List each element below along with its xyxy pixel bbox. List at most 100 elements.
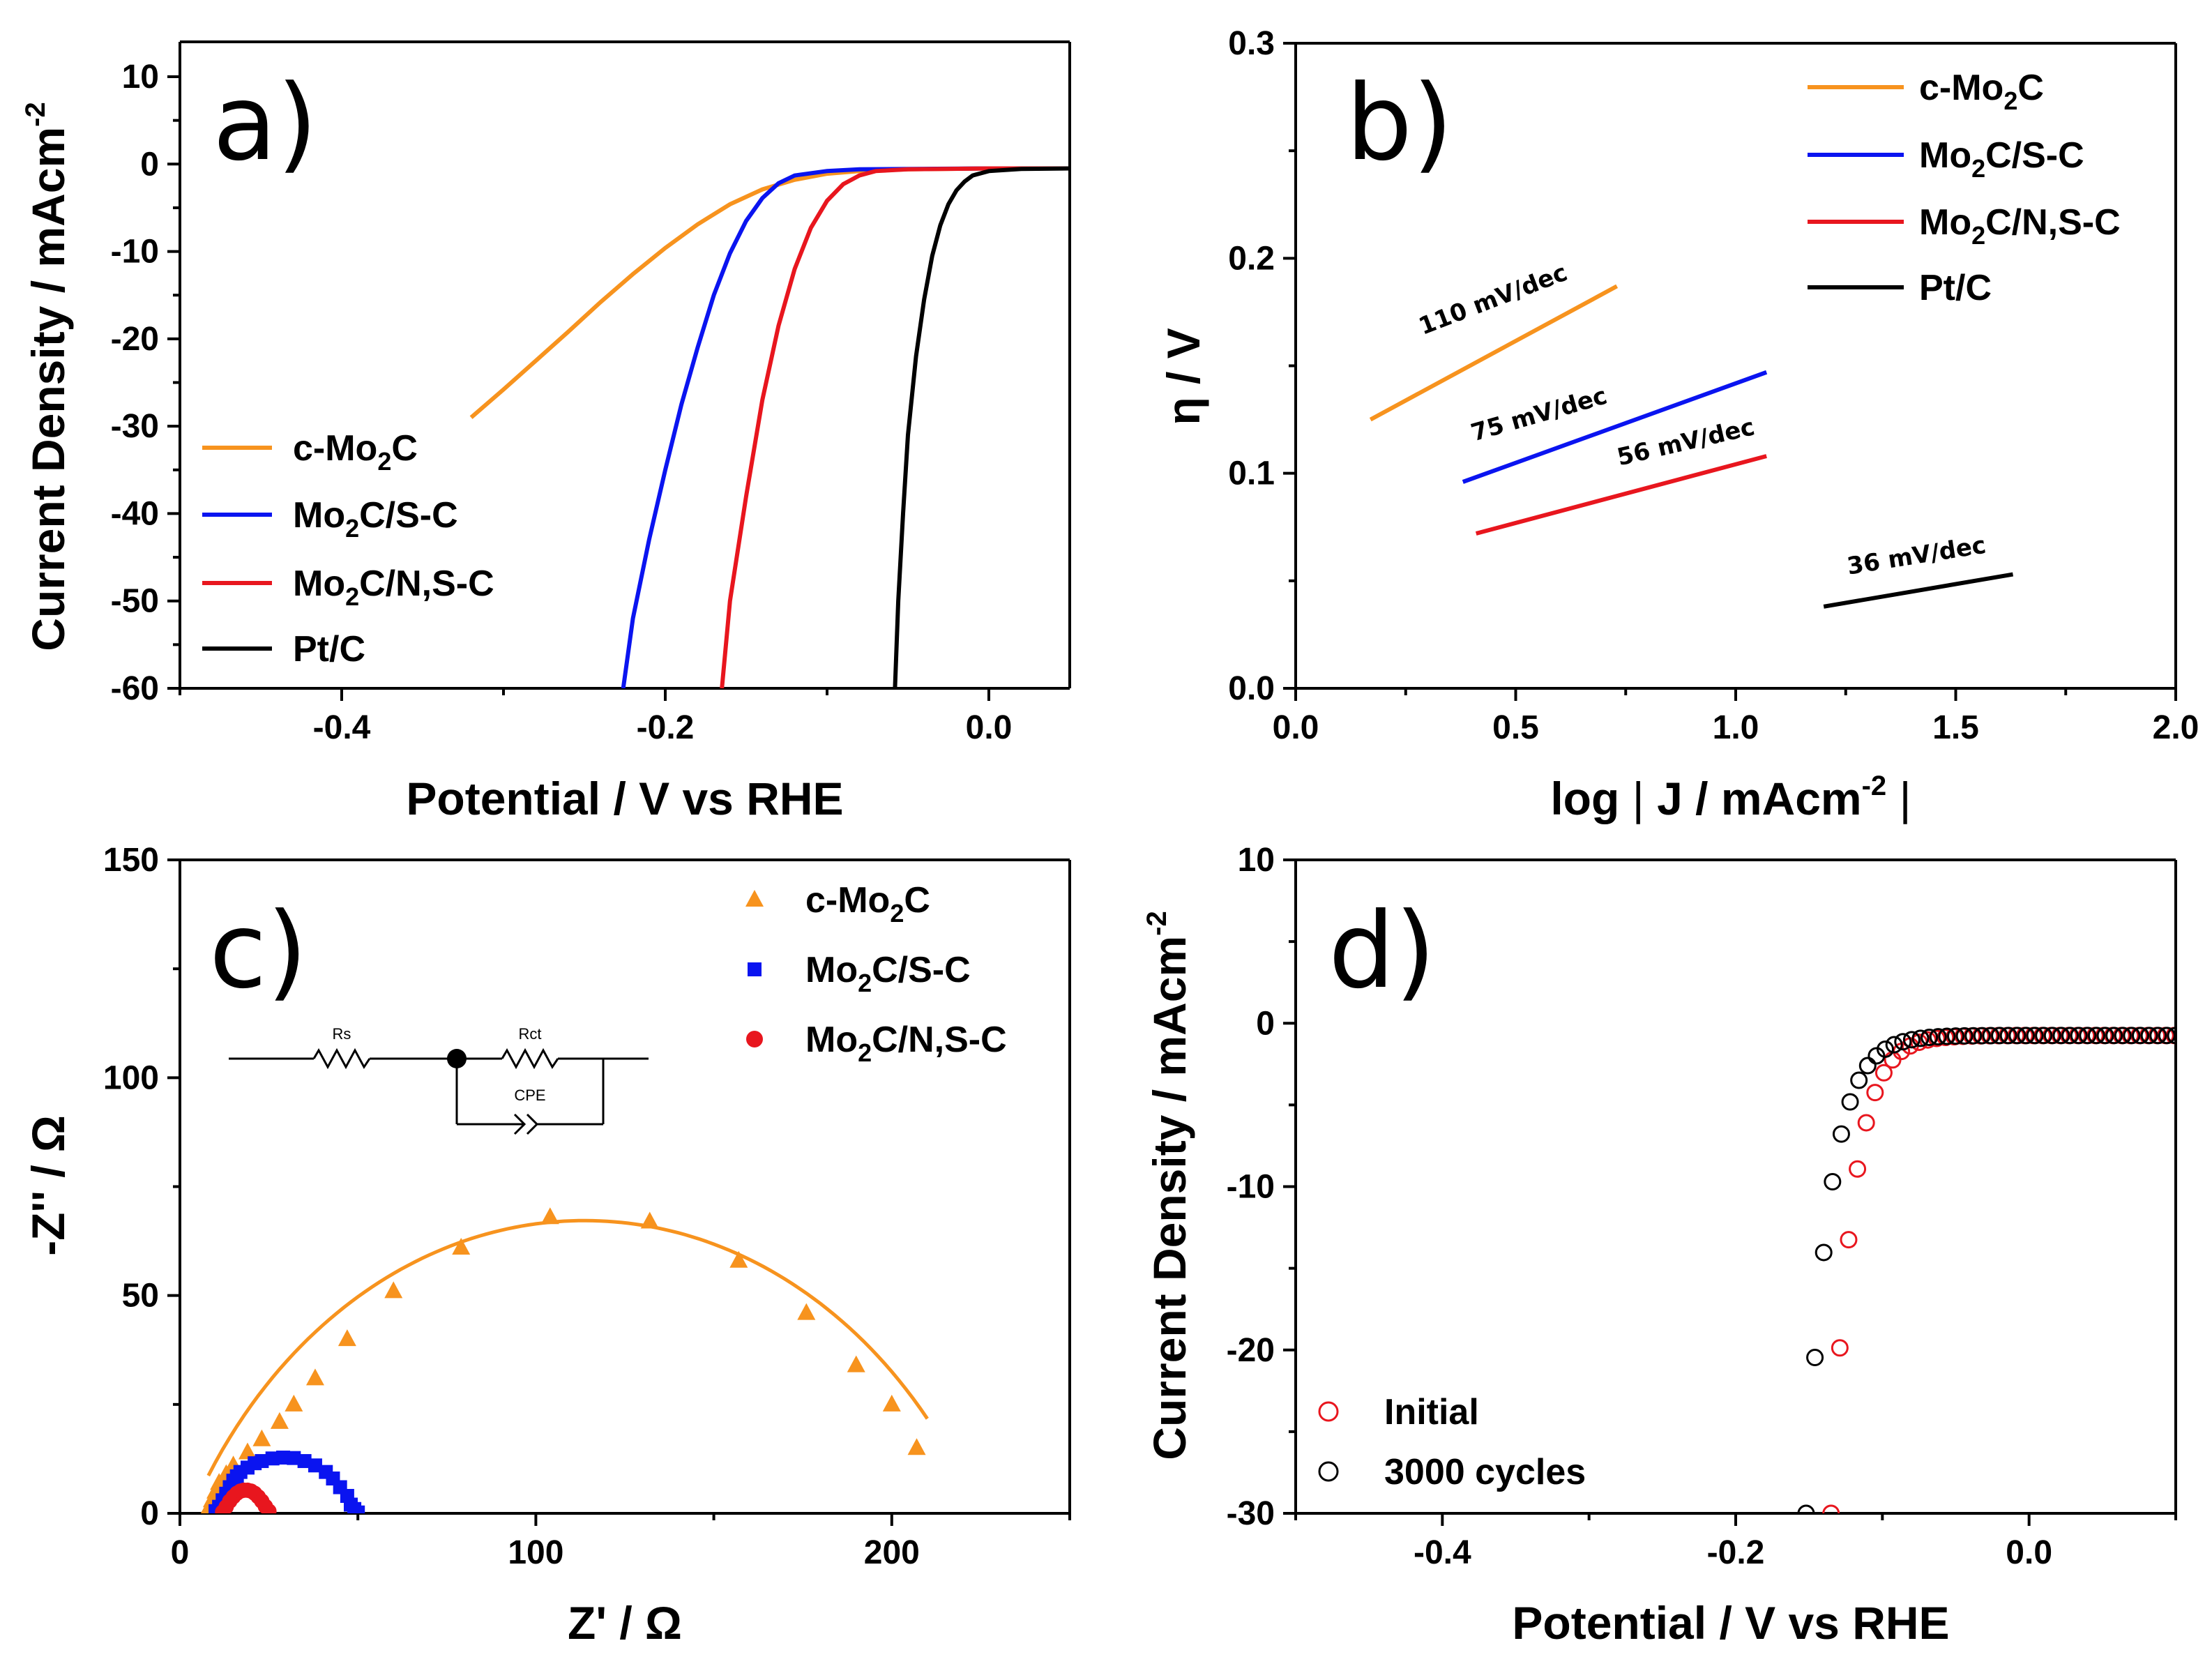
data-point	[351, 1505, 365, 1513]
y-tick-label: -20	[111, 321, 159, 358]
data-point	[2043, 1027, 2061, 1045]
data-point	[308, 1458, 322, 1473]
y-axis-label: Current Density / mAcm-2	[1142, 911, 1195, 1460]
legend-marker	[1318, 1401, 1339, 1422]
data-point	[2132, 1027, 2150, 1045]
x-tick-label: 1.5	[1932, 709, 1979, 746]
y-tick-label: 0	[140, 1495, 159, 1532]
data-point	[384, 1281, 403, 1299]
data-point	[1911, 1029, 1930, 1047]
x-axis-label: Potential / V vs RHE	[406, 773, 843, 824]
rct-label: Rct	[519, 1025, 542, 1043]
cpe-element	[526, 1113, 539, 1135]
data-point	[1885, 1036, 1903, 1054]
data-point	[1874, 1064, 1893, 1082]
data-point	[2140, 1027, 2158, 1045]
data-point	[1982, 1027, 2000, 1045]
data-point	[297, 1454, 312, 1469]
y-tick-label: 150	[103, 842, 159, 879]
slope-annotation: 110 mV/dec	[1415, 259, 1571, 341]
x-tick-label: 0.0	[966, 709, 1013, 746]
x-tick-label: 1.0	[1713, 709, 1759, 746]
rs-resistor	[312, 1047, 371, 1070]
x-tick-label: 200	[864, 1534, 920, 1571]
x-tick-label: 2.0	[2153, 709, 2199, 746]
data-point	[1964, 1027, 1983, 1045]
data-point	[452, 1237, 471, 1255]
y-axis-label: Current Density / mAcm-2	[20, 102, 74, 651]
legend-label: Initial	[1384, 1392, 1479, 1432]
x-tick-label: 0.0	[1273, 709, 1319, 746]
data-point	[2017, 1027, 2035, 1045]
y-tick-label: -30	[1227, 1495, 1275, 1532]
data-point	[1929, 1028, 1947, 1046]
data-point	[2061, 1027, 2080, 1045]
data-point	[1884, 1051, 1902, 1069]
series-line	[893, 166, 1070, 688]
data-point	[2096, 1027, 2114, 1045]
y-tick-label: -60	[111, 670, 159, 707]
slope-annotation: 36 mV/dec	[1845, 531, 1988, 581]
tafel-line	[1462, 370, 1768, 484]
tafel-line	[1475, 454, 1767, 536]
data-point	[847, 1355, 865, 1372]
rct-resistor	[501, 1047, 559, 1070]
y-tick-label: -10	[1227, 1169, 1275, 1206]
panel-a: -0.4 -0.2 0.0 10 0 -10 -20 -30 -40 -50 -60 a) c-Mo2C…	[20, 40, 1071, 824]
legend-marker	[748, 962, 762, 976]
data-point	[797, 1303, 816, 1320]
legend-label: c-Mo2C	[293, 428, 418, 476]
data-point	[287, 1451, 301, 1465]
x-tick-label: 0	[171, 1534, 190, 1571]
x-tick-label: -0.2	[1707, 1534, 1765, 1571]
data-point	[907, 1438, 926, 1455]
data-point	[285, 1394, 303, 1412]
data-point	[2114, 1027, 2132, 1045]
legend-marker	[1318, 1461, 1339, 1482]
y-tick-label: 0.0	[1228, 670, 1275, 707]
legend-label: 3000 cycles	[1384, 1452, 1586, 1492]
data-point	[338, 1329, 356, 1347]
panel-d: -0.4 -0.2 0.0 10 0 -10 -20 -30 d) Initial 3000 cyc…	[1142, 842, 2177, 1649]
data-point	[2149, 1027, 2167, 1045]
legend: c-Mo2C Mo2C/S-C Mo2C/N,S-C	[745, 880, 1007, 1067]
series-line	[469, 166, 1070, 419]
data-point	[265, 1451, 280, 1466]
data-point	[1991, 1027, 2009, 1045]
cpe-element	[513, 1113, 527, 1135]
data-point	[540, 1207, 559, 1225]
y-tick-label: -40	[111, 495, 159, 532]
x-tick-label: -0.4	[313, 709, 371, 746]
data-point	[2123, 1027, 2141, 1045]
panel-label: a)	[213, 63, 317, 184]
y-tick-label: 0.3	[1228, 25, 1275, 62]
legend-marker	[746, 1031, 763, 1047]
data-point	[1938, 1027, 1956, 1045]
data-point	[1866, 1084, 1884, 1102]
nyquist-data	[200, 1207, 929, 1513]
data-point	[1849, 1160, 1867, 1178]
data-point	[1955, 1027, 1974, 1045]
legend-label: Mo2C/N,S-C	[293, 563, 494, 611]
data-point	[252, 1429, 271, 1446]
panel-label: d)	[1328, 891, 1436, 1012]
legend-label: Mo2C/N,S-C	[805, 1020, 1007, 1067]
y-tick-label: 0	[140, 146, 159, 183]
data-point	[1831, 1339, 1849, 1357]
data-point	[729, 1250, 748, 1268]
tafel-line	[1369, 284, 1619, 422]
legend-label: c-Mo2C	[1919, 68, 2044, 115]
data-point	[1832, 1125, 1850, 1143]
data-point	[2035, 1027, 2053, 1045]
data-point	[1947, 1027, 1964, 1045]
data-point	[1973, 1027, 1991, 1045]
data-point	[1841, 1093, 1859, 1111]
data-point	[276, 1451, 291, 1465]
x-tick-label: 100	[508, 1534, 563, 1571]
legend-label: Mo2C/S-C	[805, 950, 971, 997]
y-tick-label: 10	[122, 59, 159, 96]
x-axis-label: Z' / Ω	[568, 1597, 682, 1649]
legend-label: c-Mo2C	[805, 880, 930, 928]
